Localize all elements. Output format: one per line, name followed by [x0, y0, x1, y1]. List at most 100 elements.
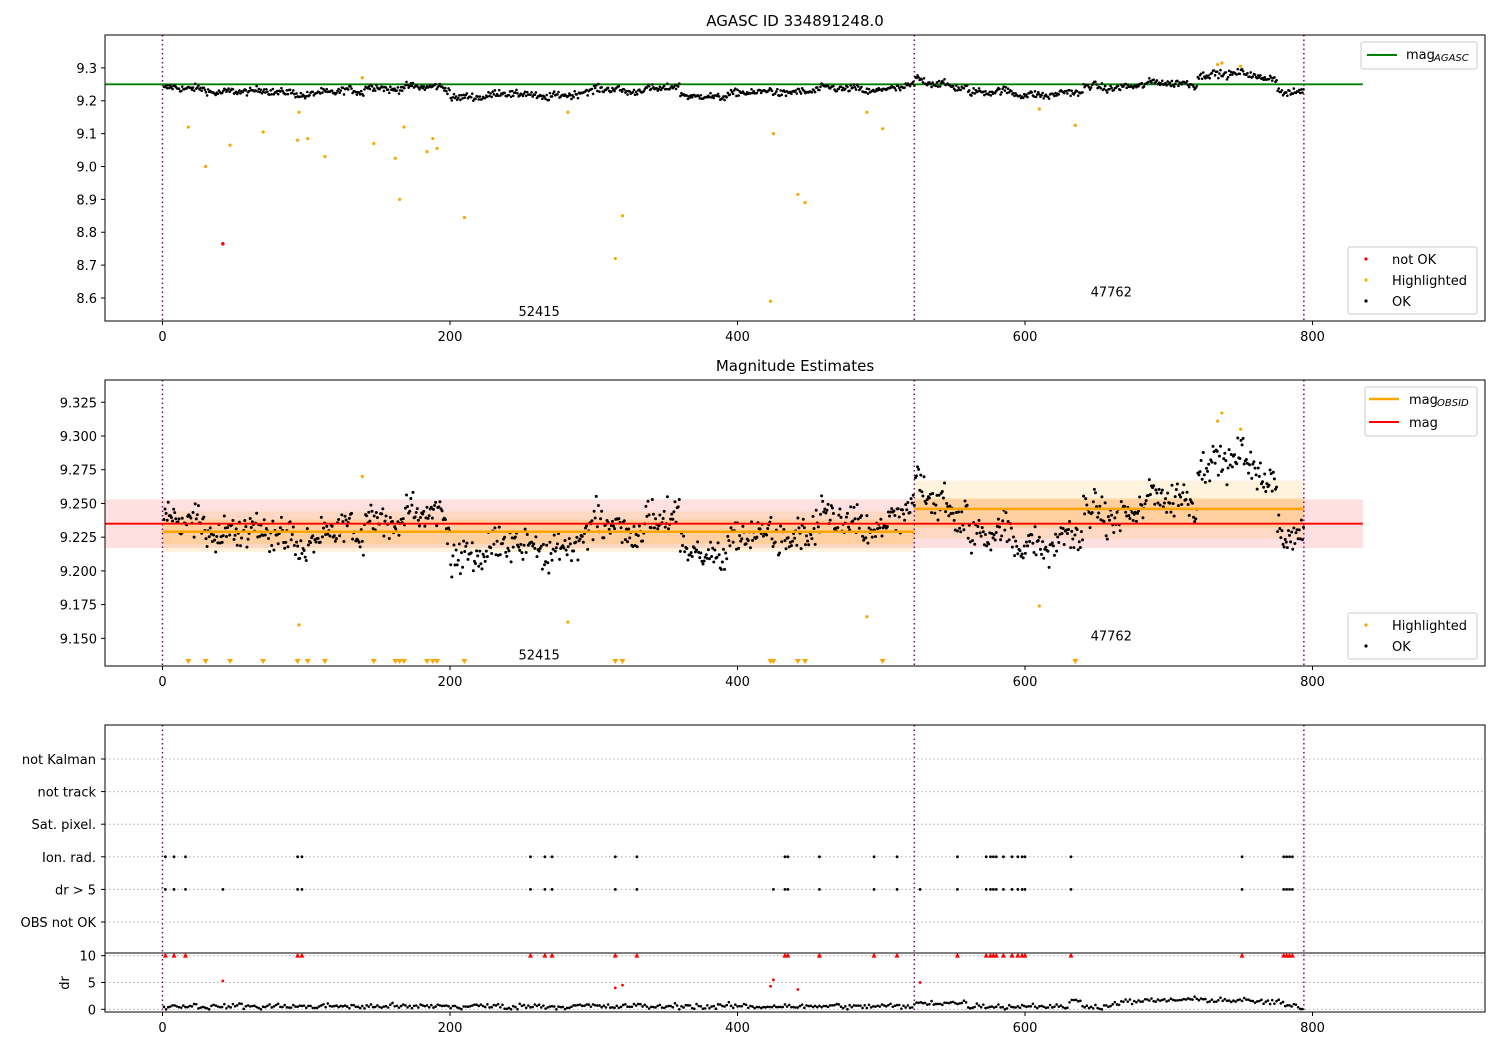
ok-point	[816, 525, 820, 529]
ok-point	[1277, 513, 1281, 517]
ok-point	[295, 540, 299, 544]
dr-point	[811, 1005, 815, 1009]
ok-point	[672, 510, 676, 514]
ok-point	[371, 527, 375, 531]
ok-point	[992, 533, 996, 537]
ok-point	[367, 85, 371, 88]
ok-point	[292, 544, 296, 548]
ok-point	[938, 85, 942, 88]
dr-point	[190, 1005, 194, 1008]
ok-point	[876, 89, 879, 92]
ok-point	[813, 542, 817, 546]
ok-point	[517, 545, 521, 549]
ok-point	[388, 516, 392, 520]
ok-point	[266, 90, 269, 94]
dr-point	[656, 1004, 660, 1008]
dr-point	[738, 1004, 741, 1008]
ok-point	[761, 534, 765, 538]
below-range-marker	[227, 659, 234, 664]
dr-point	[568, 1006, 571, 1010]
ok-point	[830, 506, 834, 510]
ok-point	[1140, 81, 1144, 85]
ok-point	[1236, 436, 1240, 440]
ok-point	[914, 474, 918, 478]
x-tick-label: 800	[1300, 1021, 1325, 1036]
panel-estimates-axes: 0 200 400 600 8009.1509.1759.2009.2259.2509.…	[60, 396, 1325, 690]
ok-point	[970, 94, 973, 97]
ok-point	[902, 512, 906, 516]
ok-point	[1204, 466, 1208, 470]
ok-point	[581, 540, 585, 544]
ok-point	[1152, 78, 1155, 81]
dr-point	[248, 1005, 252, 1008]
ok-point	[500, 542, 504, 546]
ok-point	[1207, 462, 1211, 466]
flag-point	[1282, 855, 1286, 859]
dr-point	[514, 1005, 517, 1009]
dr-point	[240, 1002, 243, 1006]
ok-point	[263, 533, 267, 537]
ok-point	[267, 537, 271, 541]
ok-point	[308, 93, 311, 97]
dr-point	[425, 1004, 429, 1007]
dr-point	[1029, 1005, 1033, 1008]
ok-point	[1158, 503, 1162, 507]
ok-point	[662, 509, 666, 513]
ok-point	[576, 96, 580, 100]
ok-point	[783, 90, 787, 94]
dr-point	[391, 1001, 394, 1005]
dr-point	[1298, 1007, 1302, 1011]
ok-point	[1054, 91, 1057, 95]
y-tick-label: 9.150	[60, 632, 97, 647]
dr-point	[1251, 999, 1255, 1003]
ok-point	[1206, 76, 1209, 79]
ok-point	[910, 501, 914, 505]
ok-point	[1227, 69, 1231, 73]
ok-point	[1004, 511, 1008, 515]
ok-point	[320, 535, 324, 539]
flag-point	[1020, 888, 1024, 891]
dr-over-limit-marker	[171, 952, 177, 958]
ok-point	[844, 87, 847, 91]
ok-point	[1187, 85, 1191, 89]
ok-point	[918, 488, 922, 492]
ok-point	[337, 518, 341, 522]
ok-point	[642, 89, 646, 93]
highlighted-point	[1216, 419, 1220, 423]
dr-point	[1214, 1000, 1218, 1003]
ok-point	[567, 537, 571, 541]
ok-point	[575, 93, 579, 96]
ok-point	[456, 558, 460, 562]
ok-point	[612, 524, 616, 528]
dr-point	[210, 1004, 213, 1008]
ok-point	[1239, 438, 1243, 442]
dr-point	[637, 1002, 640, 1006]
dr-red-point	[796, 988, 800, 991]
ok-point	[1052, 553, 1056, 557]
ok-point	[1105, 91, 1109, 94]
ok-point	[326, 532, 330, 536]
ok-point	[210, 539, 214, 543]
ok-point	[415, 507, 419, 511]
ok-point	[254, 89, 257, 92]
ok-point	[627, 527, 631, 531]
ok-point	[854, 88, 858, 91]
ok-point	[748, 546, 752, 550]
ok-point	[530, 540, 534, 544]
ok-point	[919, 473, 923, 477]
ok-point	[1005, 91, 1009, 95]
ok-point	[180, 85, 184, 88]
dr-point	[880, 1003, 884, 1006]
ok-point	[847, 525, 851, 529]
ok-point	[852, 505, 856, 509]
ok-point	[1055, 549, 1059, 553]
ok-point	[438, 500, 442, 504]
ok-point	[1098, 504, 1102, 508]
dr-point	[563, 1007, 567, 1011]
ok-point	[855, 503, 859, 507]
ok-point	[912, 503, 916, 507]
ok-point	[269, 89, 272, 92]
ok-point	[1102, 87, 1106, 91]
ok-point	[849, 505, 853, 509]
dr-over-limit-marker	[612, 952, 618, 958]
